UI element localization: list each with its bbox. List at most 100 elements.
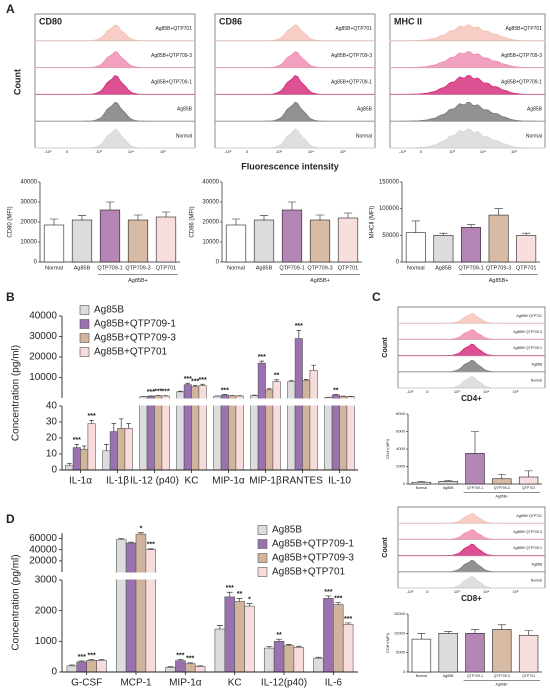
- error-bar: [128, 541, 135, 544]
- x-tick-label: 10⁵: [513, 389, 519, 394]
- significance-label: ***: [334, 596, 342, 603]
- y-tick-label: 40000: [202, 180, 219, 186]
- bar: [324, 397, 333, 471]
- x-tick-label: IL-12(p40): [261, 678, 307, 689]
- y-tick-label: 10000: [202, 240, 219, 246]
- histogram-curve: [35, 128, 195, 149]
- y-axis-label: MHCⅡ (MFI): [370, 206, 376, 239]
- x-tick-label: QTP709-1: [467, 486, 483, 490]
- y-tick-label: 1000: [35, 636, 58, 647]
- y-tick-label: 30000: [202, 200, 219, 206]
- bar: [235, 395, 244, 471]
- chart-title: CD86: [219, 16, 242, 26]
- x-tick-label: Normal: [407, 265, 425, 271]
- panel-label: B: [6, 290, 15, 304]
- bar: [331, 394, 340, 471]
- bar: [224, 596, 235, 673]
- y-tick-label: 0: [216, 260, 220, 266]
- bar: [214, 628, 226, 673]
- bar: [272, 381, 281, 471]
- panel-label: A: [6, 2, 15, 16]
- significance-label: **: [274, 373, 280, 380]
- y-tick-label: 2000: [35, 605, 58, 616]
- x-tick-label: -10³: [399, 149, 407, 154]
- error-bar: [522, 232, 531, 236]
- series-label: Ag85B+QTP701: [335, 26, 372, 32]
- legend-label: Ag85B+QTP709-3: [94, 333, 176, 344]
- x-tick-label: Ag85B: [74, 265, 91, 271]
- bar: [102, 450, 111, 471]
- bar: [433, 235, 454, 263]
- error-bar: [296, 330, 302, 339]
- series-label: Ag85B+QTP709-1: [513, 546, 542, 550]
- bar: [337, 217, 359, 263]
- y-tick-label: 2000: [396, 464, 406, 469]
- bar: [146, 395, 155, 471]
- y-tick-label: 0: [403, 669, 406, 674]
- x-tick-label: Ag85B: [435, 265, 452, 271]
- y-tick-label: 5000: [396, 650, 406, 655]
- bar: [165, 667, 176, 673]
- bar: [225, 224, 247, 263]
- error-bar: [274, 379, 279, 382]
- error-bar: [78, 660, 85, 662]
- error-bar: [259, 360, 265, 364]
- bar: [465, 453, 485, 485]
- error-bar: [411, 220, 420, 233]
- axis-break: [54, 398, 360, 406]
- bar: [283, 645, 295, 673]
- series-label: Normal: [531, 579, 543, 583]
- y-axis-label: Concentration (pg/ml): [11, 554, 22, 650]
- y-tick-label: 100000: [379, 206, 400, 212]
- error-bar: [192, 385, 198, 387]
- bar: [287, 381, 296, 471]
- chart-title: CD80: [39, 16, 62, 26]
- legend-label: Ag85B: [94, 305, 124, 316]
- x-tick-label: -10³: [224, 149, 232, 154]
- bar: [253, 219, 275, 263]
- series-label: Ag85B: [357, 106, 373, 112]
- legend-swatch: [257, 525, 268, 535]
- x-tick-label: KC: [185, 476, 199, 487]
- error-bar: [236, 598, 243, 602]
- y-tick-label: 40: [46, 401, 58, 412]
- bar: [155, 216, 177, 263]
- group-label: Ag85B+: [489, 278, 509, 284]
- error-bar: [524, 470, 533, 477]
- significance-label: **: [333, 387, 339, 394]
- significance-label: ***: [73, 437, 81, 444]
- bar: [516, 235, 537, 263]
- chart-title: MHC II: [394, 16, 422, 26]
- error-bar: [303, 378, 309, 381]
- bar: [263, 647, 275, 673]
- x-tick-label: 10⁴: [128, 149, 134, 154]
- series-label: Ag85B: [531, 362, 542, 366]
- significance-label: ***: [186, 656, 194, 663]
- bar: [86, 660, 97, 673]
- bar: [488, 214, 509, 263]
- bar: [293, 647, 305, 673]
- error-bar: [226, 591, 233, 597]
- error-bar: [68, 664, 75, 666]
- y-tick-label: 60000: [29, 533, 57, 544]
- series-label: Ag85B+QTP709-3: [331, 53, 372, 59]
- error-bar: [98, 659, 105, 661]
- error-bar: [259, 215, 269, 220]
- error-bar: [74, 444, 80, 448]
- bar: [76, 661, 87, 673]
- bar: [127, 219, 149, 263]
- x-tick-label: IL-6: [325, 678, 343, 689]
- y-tick-label: 0: [403, 481, 406, 486]
- bar: [518, 476, 539, 485]
- significance-label: ***: [88, 413, 96, 420]
- error-bar: [231, 218, 241, 225]
- error-bar: [177, 659, 184, 661]
- y-tick-label: 30000: [20, 200, 37, 206]
- error-bar: [343, 212, 353, 218]
- bar: [115, 539, 127, 673]
- y-axis-label: Count: [382, 537, 389, 558]
- error-bar: [118, 418, 124, 429]
- panel-label: D: [6, 512, 15, 526]
- x-tick-label: -10³: [406, 589, 414, 594]
